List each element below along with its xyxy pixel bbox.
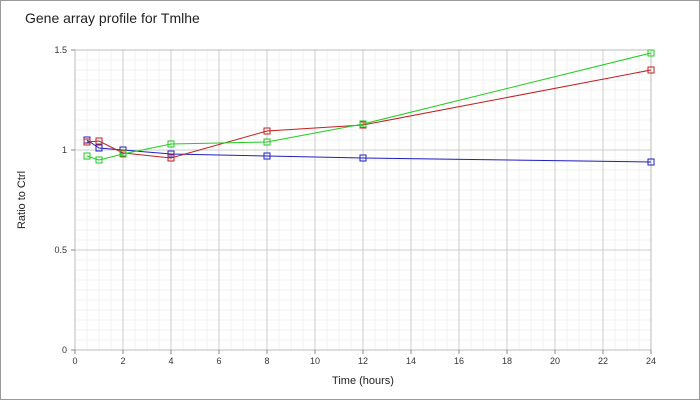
y-tick-label: 1.5: [54, 45, 67, 55]
x-tick-label: 2: [120, 356, 125, 366]
series-3: [83, 49, 655, 164]
data-point-marker: [647, 158, 655, 166]
data-point-marker: [95, 137, 103, 145]
data-point-marker: [359, 154, 367, 162]
x-tick-label: 6: [216, 356, 221, 366]
x-tick-label: 22: [598, 356, 608, 366]
x-tick-label: 18: [502, 356, 512, 366]
series-line: [86, 139, 652, 163]
x-tick-label: 12: [358, 356, 368, 366]
x-tick-label: 10: [310, 356, 320, 366]
y-tick-label: 1: [62, 145, 67, 155]
data-point-marker: [263, 138, 271, 146]
x-tick-label: 14: [406, 356, 416, 366]
data-point-marker: [83, 152, 91, 160]
data-point-marker: [95, 156, 103, 164]
y-tick-label: 0: [62, 345, 67, 355]
data-point-marker: [167, 154, 175, 162]
series-line: [86, 52, 652, 161]
x-axis: 0 2 4 6 8 10 12 14 16 18 20 22 24: [72, 350, 656, 366]
data-point-marker: [95, 144, 103, 152]
series-line: [86, 69, 652, 159]
x-tick-label: 16: [454, 356, 464, 366]
chart-title: Gene array profile for Tmlhe: [25, 10, 200, 26]
x-tick-label: 20: [550, 356, 560, 366]
y-tick-label: 0.5: [54, 245, 67, 255]
y-axis: 0 0.5 1 1.5: [54, 45, 75, 355]
data-point-marker: [647, 66, 655, 74]
x-tick-label: 24: [646, 356, 656, 366]
series-2: [83, 66, 655, 162]
data-point-marker: [167, 140, 175, 148]
data-point-marker: [263, 127, 271, 135]
x-tick-label: 0: [72, 356, 77, 366]
data-point-marker: [167, 150, 175, 158]
x-tick-label: 4: [168, 356, 173, 366]
x-axis-label: Time (hours): [332, 375, 394, 387]
data-point-marker: [83, 138, 91, 146]
data-point-marker: [119, 150, 127, 158]
series-layer: [83, 49, 655, 166]
data-point-marker: [263, 152, 271, 160]
data-point-marker: [359, 120, 367, 128]
x-tick-label: 8: [264, 356, 269, 366]
data-point-marker: [647, 49, 655, 57]
y-axis-label: Ratio to Ctrl: [16, 171, 28, 229]
